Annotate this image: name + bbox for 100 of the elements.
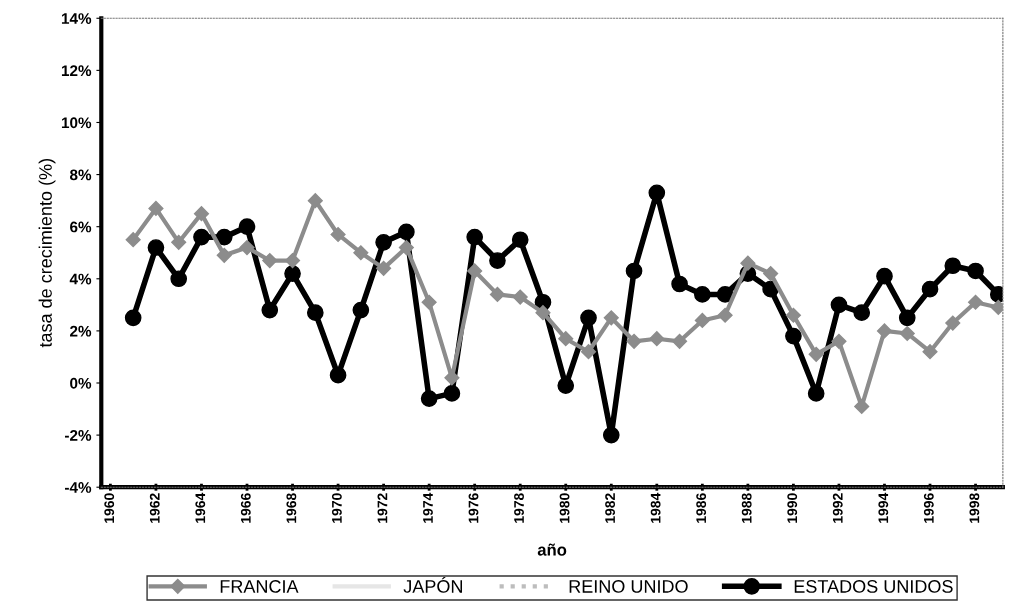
- point: [557, 377, 575, 394]
- x-tick-label: 1984: [650, 492, 661, 523]
- point: [489, 252, 506, 269]
- point: [649, 331, 665, 347]
- point: [717, 307, 733, 323]
- legend-label: JAPÓN: [403, 576, 462, 593]
- point: [922, 344, 938, 360]
- point: [307, 193, 323, 209]
- point: [216, 247, 232, 263]
- point: [193, 228, 210, 246]
- point: [603, 310, 619, 326]
- x-tick-label: 1974: [423, 492, 433, 523]
- x-tick-label: 1992: [832, 493, 843, 523]
- point: [967, 262, 984, 280]
- point: [694, 312, 710, 329]
- point: [170, 270, 188, 288]
- point: [535, 305, 551, 321]
- point: [945, 315, 961, 331]
- x-tick-label: 1988: [741, 493, 752, 523]
- legend-label: FRANCIA: [220, 580, 299, 593]
- point: [921, 280, 939, 298]
- point: [398, 223, 415, 241]
- x-tick-label: 1990: [787, 493, 798, 523]
- point: [853, 304, 871, 321]
- point: [512, 289, 528, 305]
- point: [785, 307, 801, 323]
- point: [671, 275, 688, 293]
- point: [284, 265, 301, 282]
- point: [261, 301, 279, 319]
- point: [262, 252, 278, 269]
- point: [467, 263, 483, 279]
- point: [376, 260, 392, 276]
- point: [420, 390, 438, 407]
- point: [124, 309, 142, 327]
- x-tick-label: 1996: [923, 493, 934, 523]
- point: [306, 304, 324, 321]
- point: [854, 398, 870, 415]
- y-axis-title: tasa de crecimiento (%): [38, 159, 56, 348]
- point: [398, 239, 414, 256]
- y-tick-label: 6%: [70, 221, 92, 233]
- point: [763, 266, 779, 282]
- point: [353, 245, 369, 261]
- legend-label: ESTADOS UNIDOS: [794, 580, 953, 593]
- point: [193, 206, 210, 222]
- x-tick-label: 1980: [559, 493, 570, 523]
- point: [580, 309, 597, 327]
- point: [239, 239, 255, 256]
- x-tick-label: 1976: [468, 493, 479, 523]
- point: [352, 301, 370, 319]
- x-tick-label: 1962: [149, 493, 160, 523]
- point: [785, 327, 802, 345]
- y-tick-label: 0%: [70, 377, 92, 389]
- y-tick-label: 4%: [69, 273, 92, 285]
- point: [625, 262, 643, 280]
- x-tick-label: 1968: [286, 493, 297, 523]
- point: [876, 267, 893, 285]
- x-tick-label: 1986: [696, 493, 707, 523]
- x-tick-label: 1998: [969, 493, 980, 523]
- point: [443, 385, 461, 402]
- point: [580, 344, 597, 360]
- point: [899, 325, 915, 342]
- point: [375, 233, 392, 251]
- point: [944, 257, 962, 275]
- point: [967, 294, 984, 310]
- point: [215, 228, 233, 246]
- x-tick-label: 1970: [331, 493, 342, 523]
- point: [898, 309, 916, 327]
- y-tick-label: 8%: [69, 169, 92, 181]
- point: [808, 346, 824, 362]
- point: [511, 231, 529, 249]
- point: [284, 252, 301, 269]
- point: [626, 333, 642, 349]
- point: [694, 286, 711, 303]
- y-tick-label: 10%: [61, 117, 92, 129]
- y-tick-label: 2%: [70, 325, 92, 337]
- legend-label: REINO UNIDO: [569, 580, 688, 593]
- x-tick-label: 1978: [514, 493, 524, 523]
- x-tick-label: 1966: [240, 493, 251, 523]
- y-tick-label: -4%: [65, 482, 92, 493]
- point: [147, 239, 165, 256]
- point: [148, 200, 164, 217]
- x-tick-label: 1960: [104, 493, 115, 523]
- point: [329, 366, 347, 384]
- point: [672, 333, 688, 349]
- point: [489, 286, 506, 302]
- x-axis-title: año: [537, 543, 567, 556]
- point: [807, 385, 825, 402]
- point: [330, 226, 346, 243]
- point: [238, 218, 256, 236]
- x-tick-label: 1982: [605, 493, 616, 523]
- point: [466, 228, 484, 246]
- x-tick-label: 1964: [195, 492, 206, 523]
- x-tick-label: 1994: [878, 492, 889, 523]
- point: [876, 323, 893, 339]
- point: [421, 294, 437, 310]
- point: [830, 296, 848, 314]
- y-tick-label: -2%: [65, 429, 92, 441]
- point: [716, 286, 734, 303]
- point: [171, 234, 187, 250]
- y-tick-label: 14%: [61, 13, 92, 24]
